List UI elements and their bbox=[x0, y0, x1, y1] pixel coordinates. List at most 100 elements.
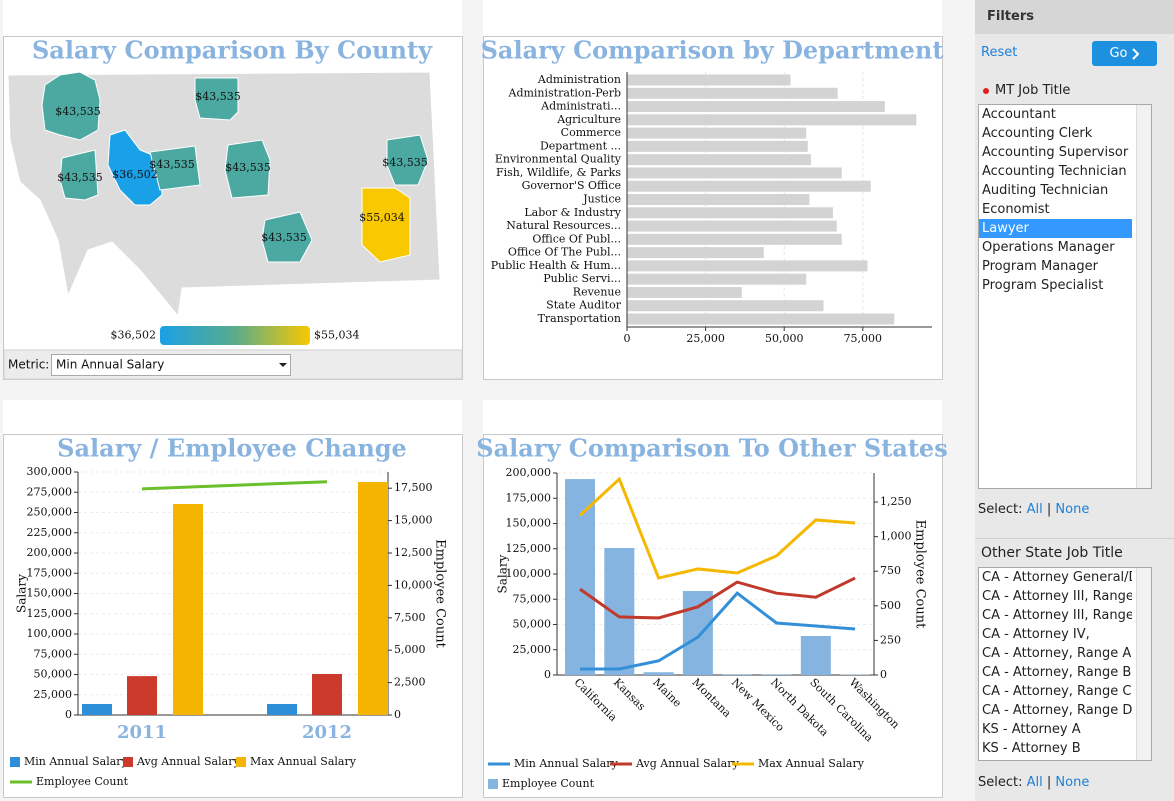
bar bbox=[627, 273, 807, 285]
bar bbox=[82, 703, 112, 715]
bar bbox=[682, 591, 713, 675]
panel-border bbox=[483, 36, 943, 380]
list-item[interactable]: Operations Manager bbox=[982, 240, 1115, 255]
y-tick-label: 0 bbox=[544, 668, 551, 681]
metric-value[interactable]: Min Annual Salary bbox=[56, 358, 164, 372]
scrollbar[interactable] bbox=[1136, 568, 1151, 760]
y-tick-label: Administration-Perb bbox=[508, 86, 622, 99]
y2-tick-label: 0 bbox=[394, 708, 401, 721]
metric-select[interactable]: Min Annual Salary bbox=[51, 354, 291, 376]
list-item[interactable]: Program Manager bbox=[982, 259, 1098, 274]
select-all[interactable]: All bbox=[1026, 502, 1043, 517]
y-tick-label: 25,000 bbox=[34, 688, 73, 701]
go-label[interactable]: Go bbox=[1109, 46, 1128, 61]
list-item[interactable]: Accounting Technician bbox=[982, 164, 1127, 179]
y-tick-label: 200,000 bbox=[27, 546, 73, 559]
other-list[interactable]: CA - Attorney General/Dep CA - Attorney I… bbox=[978, 567, 1152, 761]
mt-list[interactable]: Accountant Accounting Clerk Accounting Sup… bbox=[978, 104, 1152, 489]
bar bbox=[722, 674, 753, 675]
charts-area: Metric: Min Annual Salary Salary Compari… bbox=[3, 0, 948, 798]
y-tick-label: 150,000 bbox=[506, 517, 552, 530]
list-item[interactable]: Economist bbox=[982, 202, 1050, 217]
county-label: $43,535 bbox=[57, 171, 103, 184]
list-item[interactable]: CA - Attorney, Range A bbox=[982, 646, 1132, 661]
county-label: $43,535 bbox=[261, 231, 307, 244]
list-item[interactable]: KS - Attorney A bbox=[982, 722, 1081, 737]
county-label: $43,535 bbox=[225, 161, 271, 174]
y-tick-label: Administrati... bbox=[540, 100, 621, 113]
bar bbox=[627, 127, 807, 139]
legend-swatch bbox=[10, 757, 20, 767]
list-item[interactable]: Accounting Clerk bbox=[982, 126, 1093, 141]
list-item[interactable]: Auditing Technician bbox=[982, 183, 1109, 198]
select-box[interactable] bbox=[51, 354, 291, 376]
y-tick-label: Commerce bbox=[561, 126, 621, 139]
y-tick-label: 125,000 bbox=[506, 542, 552, 555]
y-axis-label: Salary bbox=[15, 574, 29, 613]
y-tick-label: Public Servi... bbox=[543, 272, 621, 285]
list-item[interactable]: CA - Attorney, Range B bbox=[982, 665, 1132, 680]
filters-title: Filters bbox=[975, 0, 1174, 34]
y-tick-label: Revenue bbox=[573, 285, 621, 298]
bar bbox=[627, 286, 742, 298]
y-tick-label: Labor & Industry bbox=[524, 206, 621, 219]
color-scale bbox=[160, 326, 310, 345]
y2-tick-label: 17,500 bbox=[394, 481, 433, 494]
bar bbox=[627, 247, 764, 259]
y2-tick-label: 500 bbox=[880, 599, 901, 612]
bar bbox=[643, 672, 674, 675]
go-button[interactable]: Go bbox=[1092, 41, 1157, 66]
chevron-icon[interactable] bbox=[1131, 47, 1140, 60]
x-tick-label: 75,000 bbox=[844, 332, 883, 345]
county-label: $55,034 bbox=[359, 211, 405, 224]
list-item[interactable]: Lawyer bbox=[979, 219, 1132, 238]
y-tick-label: 200,000 bbox=[506, 466, 552, 479]
y-tick-label: Public Health & Hum... bbox=[491, 259, 621, 272]
list-item[interactable]: CA - Attorney, Range D bbox=[982, 703, 1132, 718]
y-tick-label: 0 bbox=[65, 708, 72, 721]
select-all[interactable]: All bbox=[1026, 775, 1043, 790]
y-tick-label: 175,000 bbox=[27, 566, 73, 579]
county bbox=[41, 71, 101, 141]
line bbox=[579, 576, 856, 620]
y2-tick-label: 0 bbox=[880, 668, 887, 681]
chart-title: Salary Comparison by Department bbox=[481, 36, 944, 65]
mt-header: MT Job Title bbox=[983, 83, 1070, 98]
filters-panel: Filters Reset Go MT Job Title Accountant… bbox=[975, 0, 1174, 801]
y-tick-label: Office Of The Publ... bbox=[508, 246, 621, 259]
list-item[interactable]: KS - Attorney B bbox=[982, 741, 1081, 756]
select-none[interactable]: None bbox=[1055, 775, 1090, 790]
bar bbox=[627, 194, 810, 205]
county bbox=[224, 139, 271, 199]
y2-tick-label: 7,500 bbox=[394, 611, 426, 624]
list-item[interactable]: Program Specialist bbox=[982, 278, 1104, 293]
y-tick-label: Office Of Publ... bbox=[532, 232, 621, 245]
y2-axis-label: Employee Count bbox=[913, 520, 928, 630]
y-tick-label: Transportation bbox=[538, 312, 621, 325]
scrollbar[interactable] bbox=[1136, 105, 1151, 488]
x-tick-label: 2011 bbox=[117, 722, 167, 743]
y-tick-label: 25,000 bbox=[513, 643, 552, 656]
list-item[interactable]: CA - Attorney III, Range A bbox=[982, 589, 1132, 604]
list-item[interactable]: CA - Attorney, Range C bbox=[982, 684, 1132, 699]
dropdown-arrow[interactable] bbox=[279, 363, 287, 367]
bar bbox=[627, 233, 842, 245]
x-tick-label: 25,000 bbox=[686, 332, 725, 345]
y-tick-label: 125,000 bbox=[27, 607, 73, 620]
list-item[interactable]: CA - Attorney General/Dep bbox=[982, 570, 1132, 585]
county-label: $43,535 bbox=[149, 158, 195, 171]
reset-link[interactable]: Reset bbox=[981, 45, 1018, 60]
list-item[interactable]: CA - Attorney IV, bbox=[982, 627, 1090, 642]
county bbox=[361, 187, 411, 263]
bar bbox=[604, 547, 635, 675]
bar bbox=[627, 260, 868, 272]
y-tick-label: Environmental Quality bbox=[495, 153, 622, 166]
list-item[interactable]: Accountant bbox=[982, 107, 1056, 122]
bar bbox=[173, 503, 203, 715]
y-tick-label: 75,000 bbox=[513, 592, 552, 605]
list-item[interactable]: CA - Attorney III, Range L bbox=[982, 608, 1132, 623]
county bbox=[59, 149, 99, 201]
select-none[interactable]: None bbox=[1055, 502, 1090, 517]
x-tick-label: 50,000 bbox=[765, 332, 804, 345]
list-item[interactable]: Accounting Supervisor bbox=[982, 145, 1129, 160]
